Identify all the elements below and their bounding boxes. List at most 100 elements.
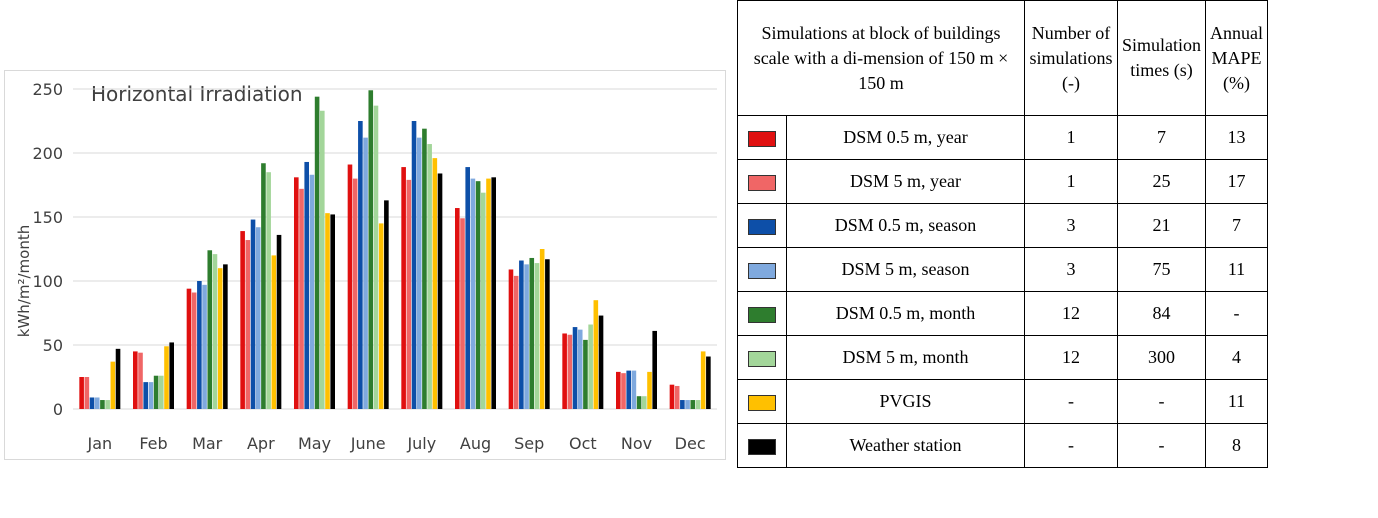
bar	[460, 218, 465, 409]
header-annual-mape: Annual MAPE (%)	[1205, 0, 1269, 116]
annual-mape: 11	[1205, 247, 1269, 292]
bar	[475, 181, 481, 409]
bar	[685, 400, 690, 409]
series-label: DSM 5 m, month	[786, 335, 1025, 380]
bar	[545, 259, 550, 409]
simulation-time: -	[1116, 379, 1207, 424]
series-label: DSM 5 m, year	[786, 159, 1025, 204]
x-tick-label: Oct	[569, 434, 597, 453]
bar	[314, 96, 320, 410]
bar	[79, 377, 84, 409]
annual-mape: 4	[1205, 335, 1269, 380]
bar	[271, 255, 277, 409]
y-tick-label: 100	[32, 272, 63, 291]
x-tick-label: Dec	[675, 434, 706, 453]
simulation-table: Simulations at block of buildings scale …	[737, 0, 1269, 468]
bar	[562, 333, 567, 409]
bar	[223, 264, 228, 409]
y-tick-label: 250	[32, 80, 63, 99]
bar	[588, 324, 593, 409]
bar	[266, 172, 271, 409]
table-row: DSM 0.5 m, month 12 84-	[737, 291, 1269, 336]
simulation-time: 25	[1116, 159, 1207, 204]
bar	[700, 351, 706, 409]
bar	[572, 327, 578, 409]
bar	[491, 177, 496, 409]
y-axis-label: kWh/m²/month	[15, 225, 33, 337]
bar	[706, 356, 711, 409]
bar	[94, 397, 100, 409]
bar	[416, 137, 422, 409]
bar	[202, 284, 207, 409]
bar	[153, 375, 159, 409]
bar	[631, 370, 637, 409]
legend-swatch	[748, 350, 776, 367]
bar	[626, 370, 631, 409]
y-tick-label: 200	[32, 144, 63, 163]
bar	[652, 330, 657, 409]
bar	[486, 178, 491, 409]
bar	[508, 269, 514, 409]
bar	[524, 264, 529, 409]
bar	[577, 329, 583, 409]
bar	[513, 275, 519, 409]
x-tick-label: June	[350, 434, 386, 453]
bar	[616, 371, 621, 409]
bar	[159, 375, 164, 409]
x-tick-label: Mar	[192, 434, 223, 453]
table-row: DSM 5 m, season 3 75 11	[737, 247, 1269, 292]
legend-swatch-cell	[737, 247, 787, 292]
bar	[250, 219, 256, 409]
simulation-time: -	[1116, 423, 1207, 468]
table-row: Weather station - -8	[737, 423, 1269, 468]
series-label: PVGIS	[786, 379, 1025, 424]
header-number-of-simulations: Number of simulations (-)	[1024, 0, 1118, 116]
table-row: DSM 0.5 m, season 3 21 7	[737, 203, 1269, 248]
simulation-time: 300	[1116, 335, 1207, 380]
bar	[690, 400, 696, 409]
legend-swatch-cell	[737, 335, 787, 380]
bar	[534, 263, 540, 409]
bar	[642, 396, 647, 409]
bar	[598, 315, 604, 409]
legend-swatch	[748, 262, 776, 279]
annual-mape: 17	[1205, 159, 1269, 204]
bar	[529, 257, 535, 409]
legend-swatch-cell	[737, 379, 787, 424]
bar	[358, 121, 363, 409]
number-of-simulations: 12	[1024, 291, 1118, 336]
simulation-time: 84	[1116, 291, 1207, 336]
bar	[378, 223, 384, 409]
bar	[481, 192, 486, 409]
bar	[217, 268, 223, 409]
x-tick-label: Feb	[139, 434, 167, 453]
bar	[240, 231, 245, 409]
bar	[197, 281, 202, 409]
bar	[255, 227, 261, 409]
legend-swatch	[748, 306, 776, 323]
series-label: DSM 5 m, season	[786, 247, 1025, 292]
x-tick-label: May	[298, 434, 331, 453]
bar	[207, 250, 213, 409]
bar	[680, 400, 685, 409]
bar	[401, 167, 406, 409]
series-label: DSM 0.5 m, year	[786, 115, 1025, 160]
bar	[320, 110, 325, 409]
legend-swatch	[748, 130, 776, 147]
table-header-row: Simulations at block of buildings scale …	[737, 0, 1269, 116]
table-row: DSM 5 m, year 1 25 17	[737, 159, 1269, 204]
bar	[519, 260, 524, 409]
bar	[455, 208, 460, 409]
bar	[647, 371, 652, 409]
bar	[325, 213, 330, 409]
number-of-simulations: -	[1024, 423, 1118, 468]
x-tick-label: Apr	[247, 434, 275, 453]
simulation-time: 7	[1116, 115, 1207, 160]
bar	[212, 254, 218, 409]
number-of-simulations: 1	[1024, 159, 1118, 204]
bar	[695, 400, 701, 409]
annual-mape: -	[1205, 291, 1269, 336]
bar	[245, 240, 251, 409]
bar	[669, 384, 675, 409]
bar	[276, 234, 282, 409]
